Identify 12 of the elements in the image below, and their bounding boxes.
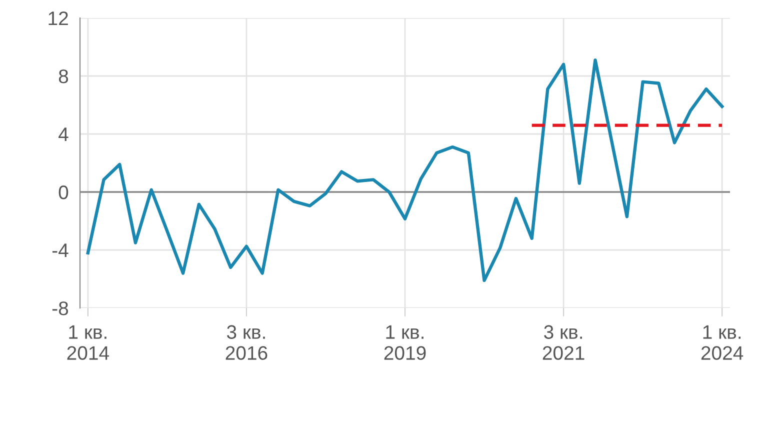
y-tick-label: 0 <box>58 185 68 200</box>
x-tick-label: 3 кв. 2016 <box>226 325 268 360</box>
y-tick-label: -8 <box>52 301 68 316</box>
x-tick-label: 1 кв. 2014 <box>67 325 109 360</box>
line-series <box>86 58 724 282</box>
y-tick-label: -4 <box>52 244 68 258</box>
y-tick-label: 4 <box>58 128 68 142</box>
x-tick-label: 1 кв. 2019 <box>384 325 426 360</box>
y-tick-label: 12 <box>48 11 68 26</box>
x-tick-label: 1 кв. 2024 <box>701 325 744 360</box>
y-tick-label: 8 <box>58 69 68 84</box>
x-tick-label: 3 кв. 2021 <box>542 325 584 360</box>
